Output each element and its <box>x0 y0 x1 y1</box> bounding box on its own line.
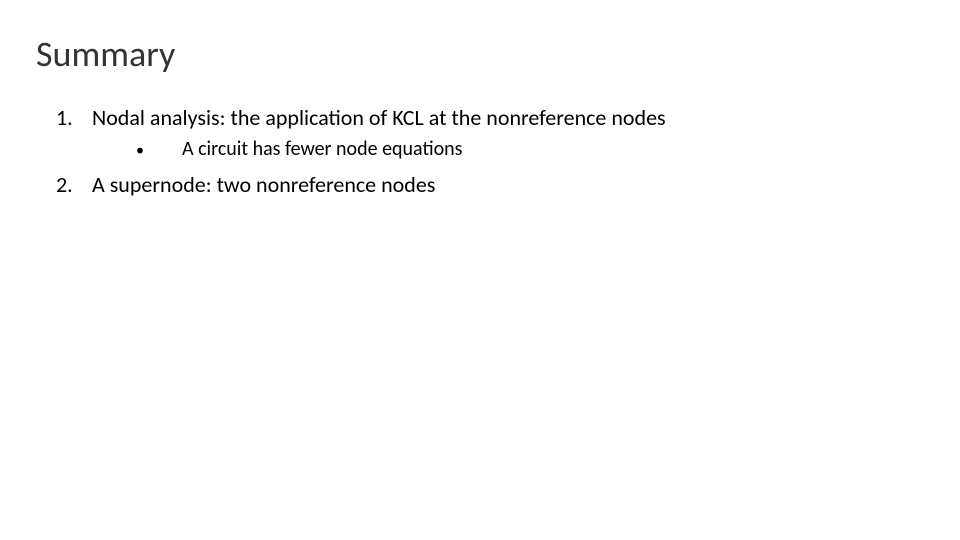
item-number: 1. <box>56 104 92 131</box>
item-text: Nodal analysis: the application of KCL a… <box>92 104 666 131</box>
list-item: 1. Nodal analysis: the application of KC… <box>56 104 920 131</box>
slide-title: Summary <box>36 32 920 76</box>
list-item: 2. A supernode: two nonreference nodes <box>56 171 920 198</box>
item-number: 2. <box>56 171 92 198</box>
item-text: A supernode: two nonreference nodes <box>92 171 435 198</box>
summary-list: 1. Nodal analysis: the application of KC… <box>40 104 920 198</box>
bullet-icon: • <box>136 141 182 160</box>
sub-list: • A circuit has fewer node equations <box>56 137 920 161</box>
sub-item-text: A circuit has fewer node equations <box>182 137 462 161</box>
sub-item: • A circuit has fewer node equations <box>136 137 920 161</box>
slide-container: Summary 1. Nodal analysis: the applicati… <box>0 0 960 236</box>
